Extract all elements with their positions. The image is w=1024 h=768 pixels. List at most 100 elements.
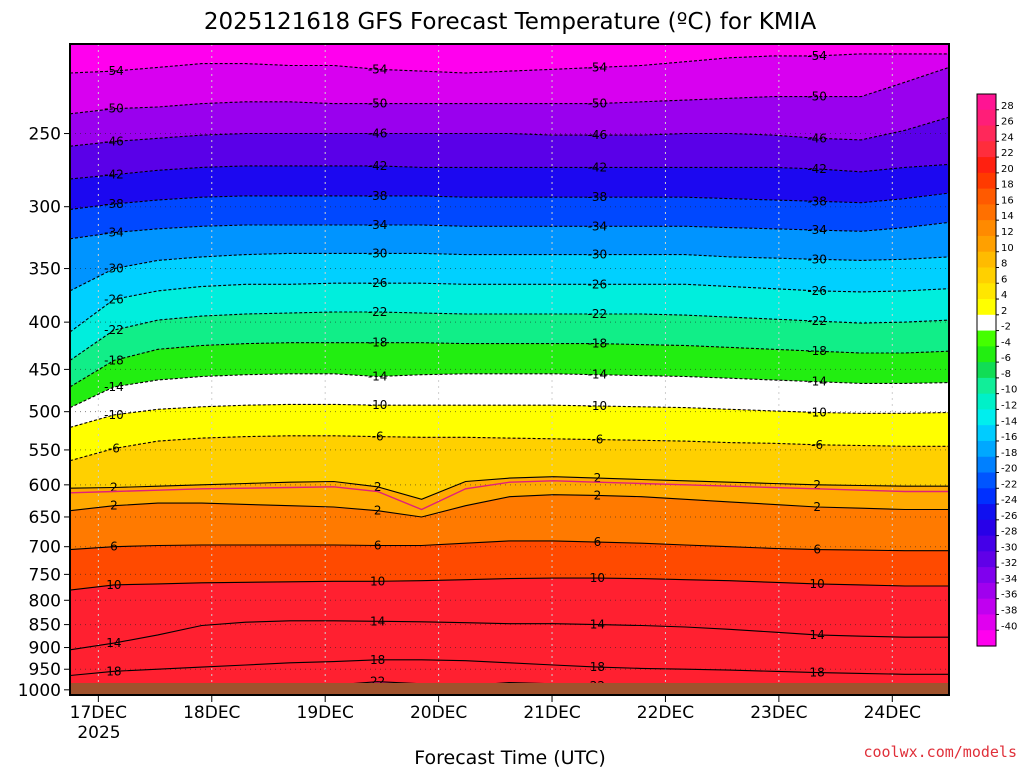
isotherm-label: -30	[807, 252, 827, 266]
temperature-band	[70, 283, 949, 361]
isotherm-label: 18	[810, 666, 825, 680]
isotherm-label: -26	[104, 292, 124, 306]
isotherm-line	[70, 342, 949, 388]
isotherm-line	[70, 476, 949, 500]
isotherm-label: -34	[104, 226, 124, 240]
colorbar-cell	[977, 567, 996, 584]
isotherm-label: -6	[811, 438, 823, 452]
temperature-band	[70, 620, 949, 676]
isotherm-label: 2	[594, 488, 602, 502]
isotherm-label: 2	[813, 500, 821, 514]
isotherm-label: -10	[588, 399, 608, 413]
y-tick-label: 300	[29, 198, 61, 218]
colorbar-cell	[977, 456, 996, 474]
x-tick-label: 22DEC	[637, 703, 694, 723]
isotherm-label: -26	[368, 276, 388, 290]
colorbar-cell	[977, 504, 996, 521]
isotherm-label: -26	[807, 284, 827, 298]
isotherm-label: -34	[368, 218, 388, 232]
ground-band	[70, 683, 949, 695]
isotherm-label: 2	[374, 504, 382, 518]
isotherm-label: 6	[110, 540, 118, 554]
isotherm-label: -50	[807, 90, 827, 104]
colorbar-cell	[977, 125, 996, 142]
isotherm-label: -22	[807, 314, 827, 328]
colorbar-cell	[977, 109, 996, 127]
colorbar-cell	[977, 204, 996, 221]
isotherm-line	[70, 540, 949, 552]
colorbar-cell	[977, 472, 996, 489]
isotherm-label: -18	[104, 353, 124, 367]
colorbar-label: -38	[1001, 606, 1017, 617]
isotherm-label: 2	[110, 499, 118, 513]
y-tick-label: 550	[29, 441, 61, 461]
y-tick-label: 450	[29, 360, 61, 380]
isotherm-label: -14	[807, 375, 827, 389]
isotherm-label: 14	[106, 636, 121, 650]
isotherm-label: -42	[588, 160, 608, 174]
isotherm-line	[70, 311, 949, 361]
y-tick-label: 700	[29, 538, 61, 558]
isotherm-label: 2	[110, 481, 118, 495]
isotherm-label: -26	[588, 277, 608, 291]
isotherm-label: -10	[104, 408, 124, 422]
temperature-band	[70, 117, 949, 179]
colorbar-cell	[977, 409, 996, 426]
colorbar-label: 6	[1001, 274, 1007, 285]
isotherm-label: 18	[590, 660, 605, 674]
isotherm-label: -38	[104, 197, 124, 211]
colorbar-cell	[977, 551, 996, 568]
x-tick-label: 20DEC	[410, 703, 467, 723]
colorbar-label: 14	[1001, 211, 1014, 222]
colorbar-label: -8	[1001, 369, 1011, 380]
isotherm-label: 2	[594, 471, 602, 485]
colorbar-label: -12	[1001, 400, 1017, 411]
colorbar-cell	[977, 346, 996, 363]
isotherm-label: 2	[813, 478, 821, 492]
isotherm-line	[70, 252, 949, 292]
colorbar-label: -2	[1001, 322, 1011, 333]
x-axis-year: 2025	[77, 723, 120, 743]
isotherm-label: -54	[368, 62, 388, 76]
colorbar-label: -26	[1001, 511, 1017, 522]
temperature-band	[70, 404, 949, 461]
isotherm-line	[70, 282, 949, 333]
isotherm-label: 10	[370, 574, 385, 588]
isotherm-label: -14	[368, 369, 388, 383]
temperature-band	[70, 494, 949, 551]
plot-area: -54 -54 -54 -54 -50 -50 -50 -50 -46 -46 -46 -46 -42 -…	[70, 44, 949, 695]
colorbar-cell	[977, 582, 996, 600]
colorbar-label: -30	[1001, 542, 1017, 553]
colorbar-label: 22	[1001, 148, 1014, 159]
colorbar-cell	[977, 299, 996, 316]
colorbar: 28 26 24 22 20 18 16 14 12 10 8 6 4 2 -2 -4 -6 -8 -10 -12 -1…	[976, 93, 1017, 647]
colorbar-cell	[977, 283, 996, 300]
temperature-band	[70, 578, 949, 650]
temperature-band	[70, 53, 949, 114]
isotherm-line	[70, 66, 949, 115]
isotherm-label: 6	[813, 543, 821, 557]
isotherm-label: -42	[807, 162, 827, 176]
colorbar-label: -40	[1001, 621, 1017, 632]
isotherm-label: 18	[370, 653, 385, 667]
colorbar-cell	[977, 614, 996, 631]
isotherm-line	[70, 435, 949, 462]
y-tick-label: 1000	[18, 681, 61, 701]
isotherm-label: 6	[374, 539, 382, 553]
isotherm-label: -38	[368, 189, 388, 203]
isotherm-label: -42	[104, 168, 124, 182]
colorbar-label: 8	[1001, 259, 1007, 270]
colorbar-label: 4	[1001, 290, 1007, 301]
colorbar-label: -4	[1001, 337, 1011, 348]
isotherm-line	[70, 221, 949, 240]
isotherm-line	[70, 373, 949, 409]
colorbar-cell	[977, 630, 996, 647]
isotherm-label: -22	[104, 323, 124, 337]
isotherm-label: -6	[591, 433, 603, 447]
colorbar-label: -32	[1001, 558, 1017, 569]
isotherm-label: -54	[104, 64, 124, 78]
colorbar-label: -34	[1001, 574, 1017, 585]
colorbar-cell	[977, 235, 996, 253]
colorbar-cell	[977, 440, 996, 458]
